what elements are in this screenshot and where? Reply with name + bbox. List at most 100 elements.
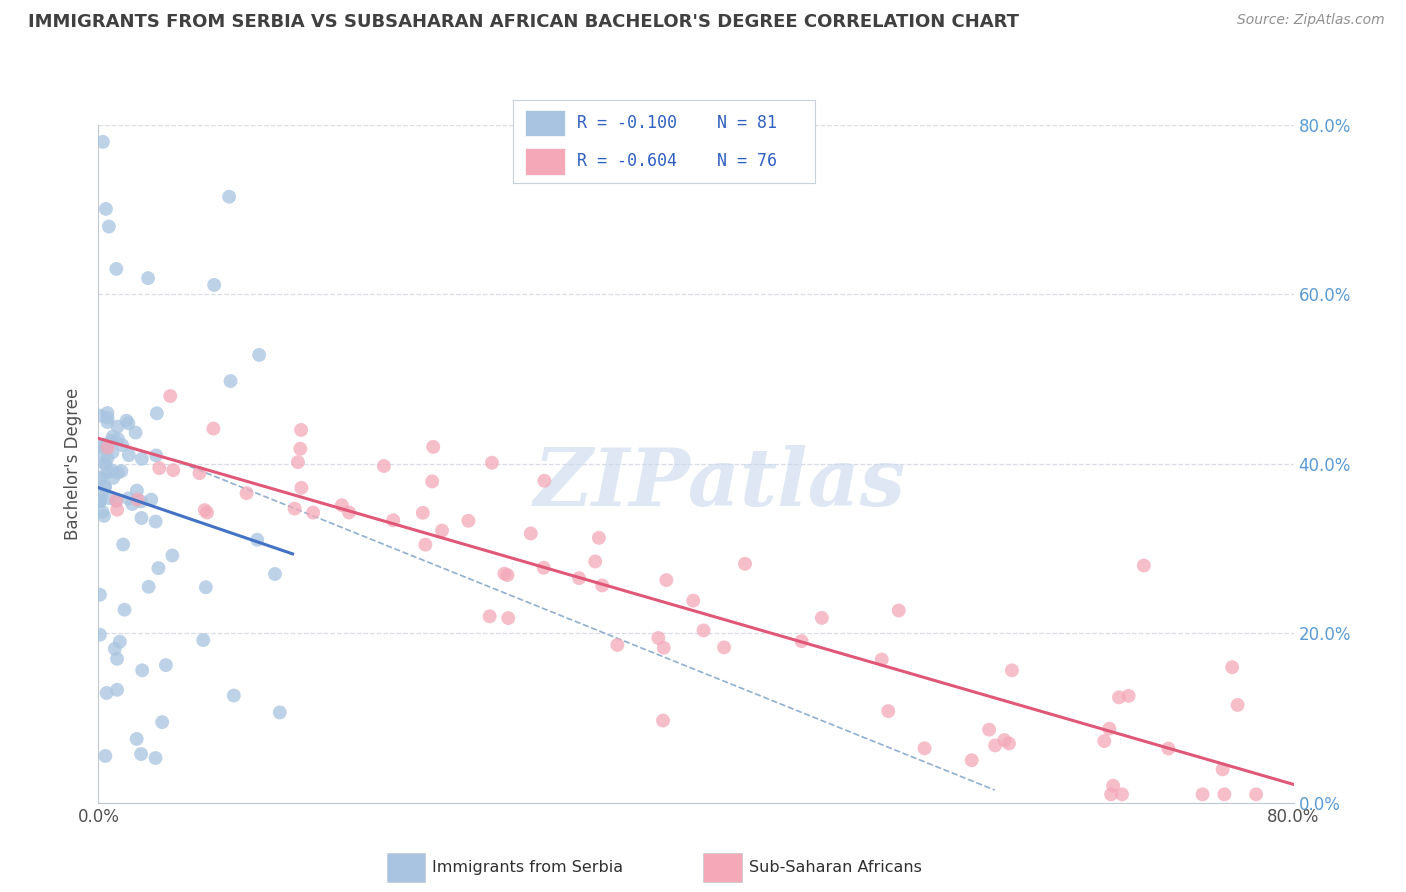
Point: [1220, 660, 1243, 674]
Point: [1001, 664, 1024, 678]
Point: [89, 494, 111, 508]
Point: [692, 624, 714, 638]
Point: [89, 440, 111, 454]
Point: [141, 492, 163, 507]
Point: [96, 415, 118, 429]
Point: [1098, 722, 1121, 736]
Point: [125, 731, 148, 746]
Point: [89, 493, 111, 508]
Point: [337, 506, 360, 520]
Point: [136, 271, 159, 285]
Point: [121, 497, 143, 511]
Point: [202, 277, 225, 292]
Point: [1226, 698, 1249, 712]
Point: [129, 494, 152, 508]
Point: [131, 451, 153, 466]
Text: ZIPatlas: ZIPatlas: [534, 445, 905, 523]
Point: [105, 493, 128, 508]
Point: [114, 603, 136, 617]
Point: [290, 481, 312, 495]
Point: [998, 736, 1021, 750]
Point: [131, 663, 153, 677]
Point: [162, 549, 184, 563]
Point: [162, 463, 184, 477]
Point: [127, 492, 149, 507]
Point: [330, 498, 353, 512]
Point: [652, 714, 675, 728]
Point: [218, 190, 240, 204]
Point: [415, 538, 437, 552]
Point: [373, 458, 395, 473]
Point: [914, 741, 936, 756]
FancyBboxPatch shape: [526, 110, 565, 136]
Point: [264, 566, 287, 581]
Point: [588, 531, 610, 545]
Point: [287, 455, 309, 469]
Point: [457, 514, 479, 528]
Point: [734, 557, 756, 571]
Point: [112, 537, 135, 551]
Point: [193, 633, 215, 648]
Point: [125, 483, 148, 498]
Point: [202, 421, 225, 435]
Point: [219, 374, 242, 388]
Point: [91, 505, 114, 519]
Point: [89, 628, 111, 642]
Point: [131, 511, 153, 525]
Point: [1244, 788, 1267, 801]
Point: [195, 506, 218, 520]
Point: [1157, 741, 1180, 756]
Point: [89, 494, 111, 508]
Point: [117, 417, 139, 431]
FancyBboxPatch shape: [526, 148, 565, 175]
Point: [91, 446, 114, 460]
Point: [977, 723, 1000, 737]
Point: [93, 508, 115, 523]
Point: [117, 491, 139, 506]
Point: [290, 423, 312, 437]
Point: [420, 475, 443, 489]
Point: [107, 466, 129, 480]
Point: [107, 432, 129, 446]
Point: [97, 441, 120, 455]
Point: [993, 733, 1015, 747]
Point: [94, 480, 117, 494]
Point: [100, 434, 122, 448]
Point: [97, 491, 120, 506]
Point: [107, 419, 129, 434]
FancyBboxPatch shape: [703, 854, 742, 881]
Point: [129, 747, 152, 761]
Point: [103, 471, 125, 485]
Point: [496, 568, 519, 582]
Text: Source: ZipAtlas.com: Source: ZipAtlas.com: [1237, 13, 1385, 28]
Point: [108, 634, 131, 648]
Point: [194, 503, 217, 517]
Point: [870, 652, 893, 666]
Point: [96, 406, 118, 420]
Point: [247, 348, 270, 362]
Point: [97, 219, 120, 234]
Point: [1108, 690, 1130, 705]
Point: [101, 445, 124, 459]
Point: [235, 486, 257, 500]
Point: [145, 751, 167, 765]
Point: [90, 488, 112, 502]
Point: [412, 506, 434, 520]
Point: [682, 593, 704, 607]
Point: [568, 571, 591, 585]
Point: [110, 464, 132, 478]
Point: [138, 580, 160, 594]
Point: [246, 533, 269, 547]
Point: [188, 466, 211, 480]
Y-axis label: Bachelor's Degree: Bachelor's Degree: [65, 388, 83, 540]
Point: [591, 578, 613, 592]
Point: [105, 262, 128, 277]
Point: [111, 438, 134, 452]
Point: [496, 611, 519, 625]
Point: [1118, 689, 1140, 703]
Point: [155, 658, 177, 673]
Point: [124, 425, 146, 440]
Point: [100, 463, 122, 477]
Point: [887, 603, 910, 617]
Point: [1099, 788, 1122, 801]
